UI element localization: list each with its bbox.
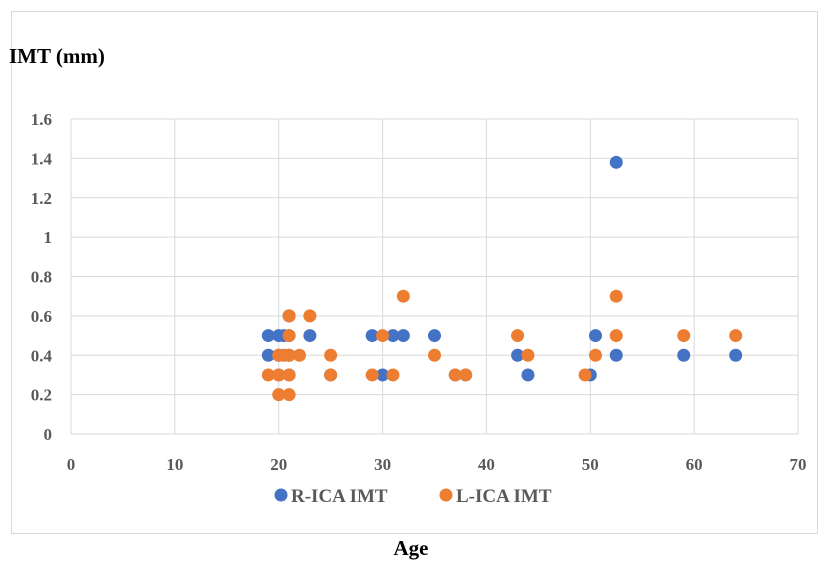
point-l-ica <box>396 289 410 303</box>
point-r-ica <box>261 329 275 343</box>
grid-lines <box>70 118 799 435</box>
x-tick-label: 30 <box>374 455 391 474</box>
x-tick-label: 40 <box>478 455 495 474</box>
y-tick-label: 0.6 <box>31 307 52 326</box>
point-r-ica <box>376 368 390 382</box>
point-l-ica <box>588 348 602 362</box>
y-tick-label: 0 <box>44 425 53 444</box>
legend: R-ICA IMT L-ICA IMT <box>274 486 552 507</box>
point-r-ica <box>303 329 317 343</box>
legend-label: L-ICA IMT <box>456 486 552 507</box>
point-l-ica <box>448 368 462 382</box>
point-r-ica <box>396 329 410 343</box>
y-tick-label: 0.8 <box>31 268 52 287</box>
point-r-ica <box>729 348 743 362</box>
point-l-ica <box>511 329 525 343</box>
y-axis-title: IMT (mm) <box>9 44 105 68</box>
point-l-ica <box>272 388 286 402</box>
point-l-ica <box>324 348 338 362</box>
point-l-ica <box>282 368 296 382</box>
point-r-ica <box>677 348 691 362</box>
data-points <box>261 155 743 402</box>
point-r-ica <box>511 348 525 362</box>
tick-labels: 0 0.2 0.4 0.6 0.8 1 1.2 1.4 1.6 0 10 20 30 40 50 60 70 <box>31 110 807 474</box>
point-l-ica <box>282 388 296 402</box>
x-tick-label: 0 <box>67 455 76 474</box>
point-l-ica <box>609 329 623 343</box>
point-r-ica <box>261 348 275 362</box>
legend-label: R-ICA IMT <box>291 486 388 507</box>
point-l-ica <box>578 368 592 382</box>
x-tick-label: 10 <box>166 455 183 474</box>
point-l-ica <box>282 309 296 323</box>
x-tick-label: 20 <box>270 455 287 474</box>
point-r-ica <box>386 329 400 343</box>
y-tick-label: 1.4 <box>31 149 53 168</box>
legend-marker <box>439 488 453 502</box>
y-tick-label: 0.4 <box>31 346 53 365</box>
point-l-ica <box>729 329 743 343</box>
point-l-ica <box>282 348 296 362</box>
point-l-ica <box>272 368 286 382</box>
x-axis-title: Age <box>393 536 429 560</box>
point-r-ica <box>428 329 441 343</box>
x-tick-label: 50 <box>582 455 599 474</box>
y-tick-label: 1.2 <box>31 189 52 208</box>
point-l-ica <box>292 348 306 362</box>
point-l-ica <box>282 329 296 343</box>
point-l-ica <box>609 289 623 303</box>
point-l-ica <box>376 329 390 343</box>
point-l-ica <box>365 368 379 382</box>
point-l-ica <box>261 368 275 382</box>
point-r-ica <box>521 368 535 382</box>
y-tick-label: 1.6 <box>31 110 52 129</box>
point-l-ica <box>303 309 317 323</box>
y-tick-label: 1 <box>44 228 53 247</box>
point-r-ica <box>609 155 623 169</box>
chart-area <box>11 11 818 534</box>
point-l-ica <box>428 348 441 362</box>
y-tick-label: 0.2 <box>31 386 52 405</box>
point-r-ica <box>365 329 379 343</box>
point-l-ica <box>677 329 691 343</box>
point-l-ica <box>459 368 473 382</box>
x-tick-label: 60 <box>686 455 703 474</box>
point-r-ica <box>609 348 623 362</box>
legend-marker <box>274 488 288 502</box>
point-l-ica <box>521 348 535 362</box>
point-r-ica <box>588 329 602 343</box>
point-l-ica <box>324 368 338 382</box>
point-l-ica <box>386 368 400 382</box>
x-tick-label: 70 <box>790 455 807 474</box>
